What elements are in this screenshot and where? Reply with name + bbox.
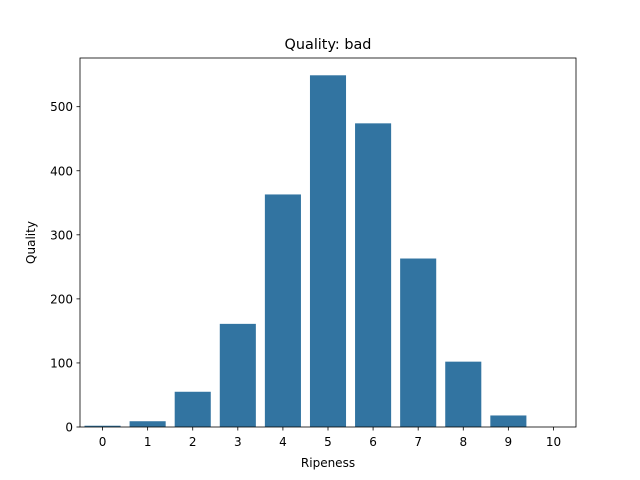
y-tick-label: 500 bbox=[50, 100, 73, 114]
x-tick-label: 5 bbox=[324, 435, 332, 449]
y-tick-label: 400 bbox=[50, 164, 73, 178]
bar-8 bbox=[445, 361, 482, 427]
y-axis-label: Quality bbox=[24, 221, 38, 264]
x-tick-label: 7 bbox=[414, 435, 422, 449]
bar-7 bbox=[400, 258, 437, 427]
y-tick-label: 100 bbox=[50, 356, 73, 370]
y-tick-label: 0 bbox=[65, 421, 73, 435]
bar-2 bbox=[174, 391, 211, 427]
x-tick-label: 6 bbox=[369, 435, 377, 449]
x-tick-label: 2 bbox=[189, 435, 197, 449]
bars-group bbox=[84, 75, 527, 427]
x-tick-label: 9 bbox=[505, 435, 513, 449]
bar-3 bbox=[219, 323, 256, 427]
bar-6 bbox=[355, 123, 392, 427]
x-axis-label: Ripeness bbox=[301, 456, 355, 470]
x-axis: 0 1 2 3 4 5 6 7 8 9 10 bbox=[99, 427, 561, 449]
x-tick-label: 0 bbox=[99, 435, 107, 449]
y-tick-label: 300 bbox=[50, 228, 73, 242]
y-tick-label: 200 bbox=[50, 292, 73, 306]
x-tick-label: 10 bbox=[546, 435, 561, 449]
chart-title: Quality: bad bbox=[285, 37, 372, 53]
bar-4 bbox=[264, 194, 301, 427]
y-axis: 0 100 200 300 400 500 bbox=[50, 100, 80, 435]
x-tick-label: 1 bbox=[144, 435, 152, 449]
bar-1 bbox=[129, 421, 166, 427]
bar-9 bbox=[490, 415, 527, 427]
bar-5 bbox=[309, 75, 347, 427]
x-tick-label: 4 bbox=[279, 435, 287, 449]
x-tick-label: 3 bbox=[234, 435, 242, 449]
x-tick-label: 8 bbox=[459, 435, 467, 449]
bar-0 bbox=[84, 425, 121, 427]
